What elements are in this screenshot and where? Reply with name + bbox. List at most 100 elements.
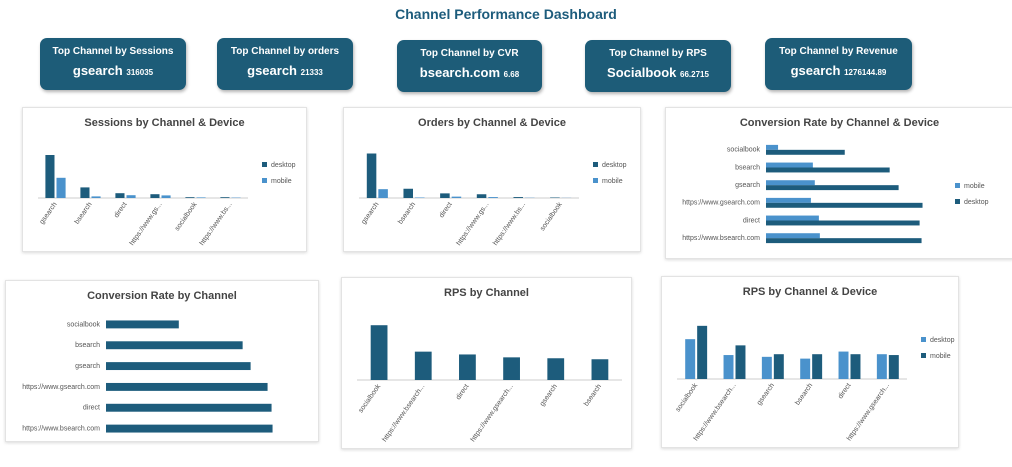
x-tick-label: https://www.bs... [199, 201, 234, 247]
x-tick-label: direct [455, 383, 471, 401]
bar [850, 354, 861, 379]
legend-label: mobile [964, 183, 985, 190]
y-tick-label: bsearch [75, 342, 100, 349]
x-tick-label: https://www.gs... [129, 201, 164, 247]
kpi-metric: 316035 [126, 68, 154, 77]
bar [126, 195, 136, 198]
bar [812, 354, 823, 379]
bar [115, 193, 125, 198]
legend-label: desktop [271, 162, 296, 169]
chart-title: RPS by Channel [444, 287, 529, 299]
bar [766, 238, 922, 244]
chart: RPS by Channel & Device desktop mobile soci… [675, 286, 955, 442]
y-tick-label: https://www.bsearch.com [22, 425, 100, 432]
legend-label: mobile [271, 178, 292, 185]
chart: Conversion Rate by Channel socialbook bsea… [22, 290, 273, 433]
legend-swatch [593, 162, 598, 167]
kpi-channel: Socialbook [607, 65, 677, 80]
bar [697, 325, 708, 379]
chart-title: Conversion Rate by Channel & Device [740, 117, 939, 129]
chart-title: RPS by Channel & Device [743, 286, 878, 298]
bar [366, 153, 377, 198]
y-tick-label: https://www.gsearch.com [22, 384, 100, 391]
chart-panel: RPS by Channel socialbook https://www.bsea… [341, 277, 632, 449]
chart: Conversion Rate by Channel & Device mobil… [682, 117, 989, 244]
x-tick-label: gsearch [756, 382, 776, 407]
x-tick-label: socialbook [539, 201, 564, 233]
chart-title: Conversion Rate by Channel [87, 290, 237, 302]
bar [440, 193, 450, 198]
y-tick-label: https://www.gsearch.com [682, 200, 760, 207]
bar [800, 358, 811, 379]
bar [196, 197, 206, 198]
bar [766, 144, 779, 150]
bar [185, 197, 195, 198]
bar [766, 220, 920, 226]
bar [488, 197, 498, 198]
bar [876, 354, 887, 379]
kpi-label: Top Channel by RPS [609, 48, 707, 59]
x-tick-label: socialbook [174, 201, 199, 233]
kpi-card: Top Channel by RPS Socialbook 66.2715 [585, 40, 731, 92]
chart-panel: Conversion Rate by Channel & Device mobil… [665, 107, 1012, 259]
bar [547, 358, 565, 380]
x-tick-label: https://www.bsearch... [693, 382, 738, 442]
legend-label: desktop [964, 199, 989, 206]
bar [513, 197, 523, 198]
bar [766, 162, 813, 168]
bar [106, 382, 268, 391]
x-tick-label: bsearch [794, 382, 814, 407]
bar [761, 356, 772, 379]
bar [766, 215, 819, 221]
bar [766, 233, 820, 239]
legend-label: mobile [602, 178, 623, 185]
kpi-card: Top Channel by Sessions gsearch 316035 [40, 38, 186, 90]
kpi-label: Top Channel by Sessions [52, 46, 174, 57]
bar [459, 354, 476, 380]
kpi-channel: gsearch [72, 63, 123, 78]
kpi-channel: bsearch.com [419, 65, 500, 80]
legend-swatch [955, 199, 960, 204]
kpi-label: Top Channel by orders [230, 46, 340, 57]
bar [378, 189, 388, 198]
kpi-value: gsearch 316035 [40, 63, 186, 78]
x-tick-label: bsearch [74, 201, 94, 226]
chart: RPS by Channel socialbook https://www.bsea… [357, 287, 622, 443]
x-tick-label: https://www.bs... [492, 201, 527, 247]
y-tick-label: socialbook [727, 147, 761, 154]
bar [403, 188, 413, 198]
x-tick-label: https://www.gsearch... [470, 383, 515, 443]
y-tick-label: gsearch [75, 363, 100, 370]
bar [415, 197, 425, 198]
bar [80, 187, 90, 198]
kpi-card: Top Channel by orders gsearch 21333 [217, 38, 353, 90]
kpi-value: gsearch 1276144.89 [765, 63, 912, 78]
bar [591, 359, 609, 380]
y-tick-label: https://www.bsearch.com [682, 235, 760, 242]
x-tick-label: direct [113, 201, 129, 219]
bar [735, 345, 746, 379]
kpi-label: Top Channel by Revenue [779, 46, 898, 57]
bar [45, 155, 55, 198]
chart-title: Orders by Channel & Device [418, 117, 566, 129]
legend-label: desktop [930, 337, 955, 344]
x-tick-label: direct [837, 382, 853, 400]
kpi-metric: 66.2715 [680, 70, 709, 79]
kpi-metric: 6.68 [503, 70, 520, 79]
x-tick-label: https://www.gsearch... [846, 382, 891, 442]
y-tick-label: socialbook [67, 321, 101, 328]
bar [370, 325, 388, 380]
x-tick-label: direct [438, 201, 454, 219]
bar [773, 354, 784, 379]
legend-swatch [262, 178, 267, 183]
chart: Orders by Channel & Device desktop mobile g… [359, 117, 627, 247]
y-tick-label: gsearch [735, 182, 760, 189]
chart-panel: RPS by Channel & Device desktop mobile soci… [661, 276, 959, 448]
kpi-metric: 1276144.89 [844, 68, 887, 77]
chart: Sessions by Channel & Device desktop mobil… [38, 117, 296, 247]
bar [150, 194, 160, 198]
kpi-value: gsearch 21333 [217, 63, 353, 78]
legend-label: mobile [930, 353, 951, 360]
bar [106, 424, 273, 433]
bar [106, 320, 179, 329]
